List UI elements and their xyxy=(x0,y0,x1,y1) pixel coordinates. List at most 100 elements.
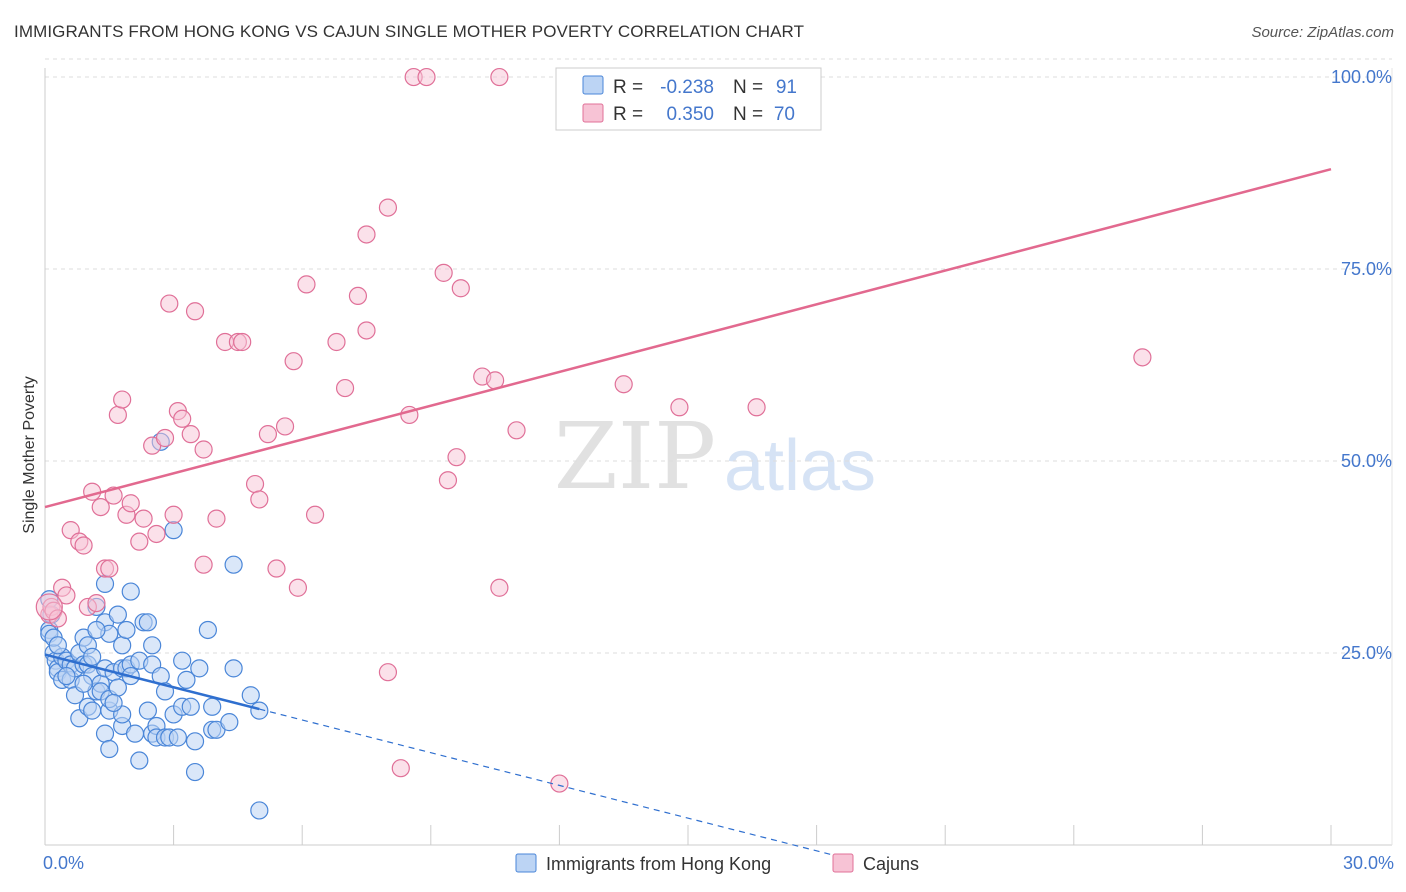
hong-kong-point xyxy=(95,724,115,743)
hong-kong-point xyxy=(241,686,260,705)
hong-kong-point xyxy=(177,670,196,689)
cajun-point xyxy=(305,505,325,524)
y-tick-label: 75.0% xyxy=(1341,259,1392,279)
cajun-point xyxy=(267,559,286,578)
cajun-point xyxy=(181,425,200,444)
legend-swatch-cajun xyxy=(582,103,604,123)
correlation-legend: R = -0.238 N = 91 R = 0.350 N = 70 xyxy=(555,67,822,131)
cajun-point xyxy=(155,428,175,448)
y-tick-label: 100.0% xyxy=(1331,67,1392,87)
legend-r-value-cajun: 0.350 xyxy=(666,104,714,125)
cajun-point xyxy=(194,555,213,574)
cajun-point xyxy=(357,321,376,340)
hong-kong-point xyxy=(250,801,269,820)
cajun-point xyxy=(57,586,76,605)
y-tick-label: 25.0% xyxy=(1341,643,1392,663)
y-tick-label: 50.0% xyxy=(1341,451,1392,471)
hong-kong-point xyxy=(143,636,162,655)
cajun-point xyxy=(275,417,295,436)
cajun-points xyxy=(35,67,1152,793)
hong-kong-trend-line xyxy=(44,653,260,711)
bottom-legend-swatch-hong-kong xyxy=(515,853,537,873)
cajun-point xyxy=(194,440,213,459)
x-tick-label-max: 30.0% xyxy=(1343,853,1394,873)
hong-kong-point xyxy=(117,620,136,640)
hong-kong-point xyxy=(220,713,239,732)
grid-lines xyxy=(45,58,1392,654)
hong-kong-point xyxy=(100,739,119,759)
cajun-point xyxy=(378,198,398,217)
watermark-zip: ZIP xyxy=(554,403,716,510)
cajun-point xyxy=(284,352,303,371)
cajun-point xyxy=(288,578,308,597)
cajun-point xyxy=(451,279,470,298)
cajun-point xyxy=(160,294,179,313)
cajun-point xyxy=(391,759,410,778)
bottom-legend-label-cajun: Cajuns xyxy=(863,854,919,874)
cajun-point xyxy=(245,474,265,494)
cajun-point xyxy=(614,375,633,394)
cajun-point xyxy=(670,398,689,417)
hong-kong-point xyxy=(83,701,102,720)
watermark-atlas: atlas xyxy=(724,426,876,506)
cajun-point xyxy=(378,663,398,682)
hong-kong-trend-extension xyxy=(259,708,839,857)
tick-labels: 25.0% 50.0% 75.0% 100.0% 0.0% 30.0% xyxy=(43,67,1394,873)
hong-kong-point xyxy=(130,751,149,770)
x-tick-label-min: 0.0% xyxy=(43,853,84,873)
hong-kong-point xyxy=(121,582,140,601)
cajun-point xyxy=(348,286,368,306)
hong-kong-point xyxy=(48,636,67,655)
legend-swatch-hong-kong xyxy=(582,75,604,95)
legend-n-label-cajun: N = xyxy=(733,104,763,125)
cajun-point xyxy=(490,67,509,87)
cajun-point xyxy=(250,490,269,509)
axes xyxy=(44,68,1393,846)
legend-r-label-hong-kong: R = xyxy=(613,77,643,98)
cajun-point xyxy=(74,536,93,555)
cajun-point xyxy=(335,378,355,398)
bottom-legend-swatch-cajun xyxy=(832,853,854,873)
hong-kong-point xyxy=(185,732,205,751)
legend-n-value-cajun: 70 xyxy=(774,104,795,125)
zipatlas-watermark: ZIP atlas xyxy=(554,403,876,510)
hong-kong-point xyxy=(185,762,205,782)
cajun-point xyxy=(130,532,149,551)
hong-kong-point xyxy=(104,693,123,713)
cajun-point xyxy=(550,774,569,793)
cajun-point xyxy=(490,578,509,597)
chart-title: IMMIGRANTS FROM HONG KONG VS CAJUN SINGL… xyxy=(14,22,805,41)
hong-kong-point xyxy=(224,555,243,574)
cajun-point xyxy=(258,425,278,444)
cajun-point xyxy=(173,409,192,428)
cajun-point xyxy=(417,67,436,87)
cajun-point xyxy=(327,332,346,352)
legend-n-value-hong-kong: 91 xyxy=(776,77,797,98)
cajun-point xyxy=(134,509,153,528)
cajun-point xyxy=(507,421,526,440)
cajun-point xyxy=(164,505,183,524)
cajun-point xyxy=(83,482,102,501)
hong-kong-point xyxy=(95,574,115,593)
hong-kong-point xyxy=(138,701,157,720)
source-credit: Source: ZipAtlas.com xyxy=(1251,24,1394,41)
hong-kong-point xyxy=(190,659,209,678)
cajun-point xyxy=(233,332,252,352)
hong-kong-point xyxy=(168,728,187,747)
hong-kong-point xyxy=(74,674,93,693)
cajun-point xyxy=(438,471,458,490)
hong-kong-point xyxy=(113,636,132,655)
hong-kong-point xyxy=(203,697,222,716)
cajun-point xyxy=(185,302,205,321)
cajun-point xyxy=(747,398,766,417)
hong-kong-point xyxy=(125,724,145,743)
cajun-point xyxy=(121,494,140,513)
legend-n-label-hong-kong: N = xyxy=(733,77,763,98)
series-legend: Immigrants from Hong Kong Cajuns xyxy=(515,853,919,874)
cajun-point xyxy=(447,448,466,467)
cajun-point xyxy=(297,275,316,294)
hong-kong-point xyxy=(164,521,183,540)
cajun-point xyxy=(91,497,110,517)
trend-lines xyxy=(44,167,1332,857)
hong-kong-point xyxy=(250,701,269,720)
